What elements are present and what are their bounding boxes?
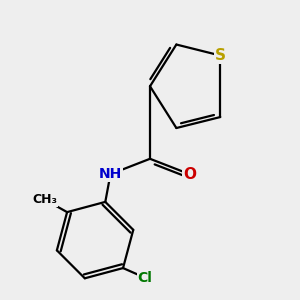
Text: S: S (215, 48, 226, 63)
Text: CH₃: CH₃ (33, 193, 58, 206)
Text: NH: NH (99, 167, 122, 181)
Text: O: O (183, 167, 196, 182)
Text: Cl: Cl (138, 271, 152, 285)
